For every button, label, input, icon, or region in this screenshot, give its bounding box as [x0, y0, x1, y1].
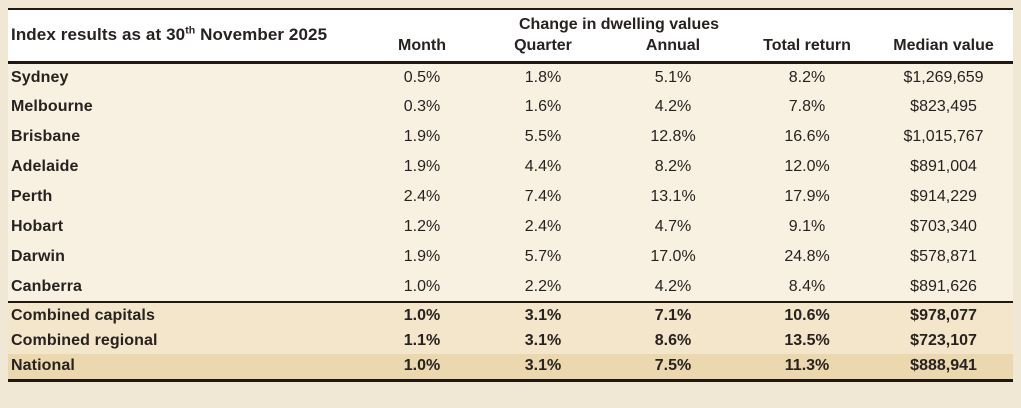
cell-quarter: 3.1% — [524, 332, 562, 349]
cell-label: National — [8, 354, 364, 382]
cell-quarter: 4.4% — [524, 158, 562, 175]
cell-median-value: $978,077 — [874, 301, 1014, 328]
cell-quarter: 5.5% — [524, 128, 562, 145]
column-header-annual: Annual — [606, 35, 740, 64]
cell-month: 1.9% — [403, 248, 441, 265]
table-title: Index results as at 30th November 2025 — [8, 8, 364, 64]
cell-month: 1.0% — [364, 301, 480, 328]
cell-total-return: 12.0% — [784, 158, 830, 175]
cell-month: 1.1% — [403, 332, 441, 349]
cell-label: Hobart — [11, 218, 64, 235]
table-row-sydney: Sydney 0.5% 1.8% 5.1% 8.2% $1,269,659 — [8, 62, 1014, 92]
cell-total-return: 10.6% — [740, 301, 875, 328]
cell-median-value: $891,626 — [910, 277, 977, 295]
cell-quarter: 5.7% — [524, 248, 562, 265]
dwelling-values-table: Index results as at 30th November 2025 C… — [8, 8, 1014, 382]
cell-quarter: 3.1% — [480, 354, 606, 382]
cell-annual: 7.1% — [606, 301, 740, 328]
column-header-row: Month Quarter Annual Total return Median… — [8, 35, 1014, 64]
table-row-brisbane: Brisbane 1.9% 5.5% 12.8% 16.6% $1,015,76… — [8, 122, 1014, 152]
summary-rows-section: Combined capitals 1.0% 3.1% 7.1% 10.6% $… — [8, 301, 1014, 382]
cell-month: 2.4% — [403, 188, 441, 205]
column-header-month: Month — [364, 35, 480, 64]
cell-median-value: $723,107 — [910, 332, 977, 349]
column-header-quarter: Quarter — [480, 35, 606, 64]
cell-month: 1.2% — [403, 218, 441, 235]
cell-label: Darwin — [11, 248, 65, 265]
cell-median-value: $703,340 — [910, 218, 977, 235]
cell-label: Melbourne — [11, 98, 93, 115]
cell-quarter: 2.2% — [524, 277, 562, 295]
cell-quarter: 2.4% — [524, 218, 562, 235]
cell-annual: 12.8% — [650, 128, 696, 145]
cell-annual: 4.2% — [654, 277, 692, 295]
table-row-canberra: Canberra 1.0% 2.2% 4.2% 8.4% $891,626 — [8, 272, 1014, 302]
cell-median-value: $888,941 — [874, 354, 1014, 382]
table-title-text-rest: November 2025 — [195, 25, 328, 45]
cell-annual: 5.1% — [654, 68, 692, 86]
cell-total-return: 8.4% — [788, 277, 826, 295]
table-row-darwin: Darwin 1.9% 5.7% 17.0% 24.8% $578,871 — [8, 242, 1014, 272]
group-header-row: Index results as at 30th November 2025 C… — [8, 8, 1014, 64]
column-header-total-return: Total return — [740, 35, 875, 64]
table-row-hobart: Hobart 1.2% 2.4% 4.7% 9.1% $703,340 — [8, 212, 1014, 242]
group-header-spacer — [874, 8, 1014, 35]
cell-month: 0.3% — [403, 98, 441, 115]
table-row-combined-capitals: Combined capitals 1.0% 3.1% 7.1% 10.6% $… — [8, 301, 1014, 328]
table-header: Index results as at 30th November 2025 C… — [8, 8, 1014, 64]
table-row-national: National 1.0% 3.1% 7.5% 11.3% $888,941 — [8, 354, 1014, 382]
cell-median-value: $1,269,659 — [903, 68, 984, 86]
cell-month: 1.0% — [364, 354, 480, 382]
cell-label: Combined regional — [11, 332, 158, 349]
cell-month: 1.9% — [403, 158, 441, 175]
cell-total-return: 16.6% — [784, 128, 830, 145]
cell-total-return: 7.8% — [788, 98, 826, 115]
cell-median-value: $891,004 — [910, 158, 977, 175]
cell-annual: 7.5% — [606, 354, 740, 382]
cell-median-value: $1,015,767 — [903, 128, 984, 145]
table-row-adelaide: Adelaide 1.9% 4.4% 8.2% 12.0% $891,004 — [8, 152, 1014, 182]
cell-annual: 8.6% — [654, 332, 692, 349]
cell-label: Canberra — [11, 277, 83, 295]
cell-month: 1.0% — [403, 277, 441, 295]
city-rows-section: Sydney 0.5% 1.8% 5.1% 8.2% $1,269,659 Me… — [8, 62, 1014, 302]
dwelling-values-table-wrap: Index results as at 30th November 2025 C… — [8, 8, 1014, 382]
cell-label: Combined capitals — [8, 301, 364, 328]
cell-annual: 4.7% — [654, 218, 692, 235]
cell-annual: 13.1% — [650, 188, 696, 205]
cell-median-value: $578,871 — [910, 248, 977, 265]
title-superscript: th — [185, 24, 196, 37]
cell-median-value: $914,229 — [910, 188, 977, 205]
cell-quarter: 1.8% — [524, 68, 562, 86]
cell-label: Adelaide — [11, 158, 79, 175]
cell-month: 0.5% — [403, 68, 441, 86]
cell-quarter: 3.1% — [480, 301, 606, 328]
group-header-change-in-dwelling-values: Change in dwelling values — [364, 8, 875, 35]
cell-total-return: 9.1% — [788, 218, 826, 235]
column-header-median-value: Median value — [874, 35, 1014, 64]
table-row-melbourne: Melbourne 0.3% 1.6% 4.2% 7.8% $823,495 — [8, 92, 1014, 122]
cell-label: Sydney — [11, 68, 69, 86]
table-title-text: Index results as at 30 — [11, 25, 186, 45]
table-row-perth: Perth 2.4% 7.4% 13.1% 17.9% $914,229 — [8, 182, 1014, 212]
cell-total-return: 8.2% — [788, 68, 826, 86]
cell-quarter: 1.6% — [524, 98, 562, 115]
cell-annual: 8.2% — [654, 158, 692, 175]
cell-total-return: 17.9% — [784, 188, 830, 205]
cell-total-return: 24.8% — [784, 248, 830, 265]
cell-label: Perth — [11, 188, 53, 205]
table-row-combined-regional: Combined regional 1.1% 3.1% 8.6% 13.5% $… — [8, 328, 1014, 354]
cell-annual: 4.2% — [654, 98, 692, 115]
cell-quarter: 7.4% — [524, 188, 562, 205]
cell-annual: 17.0% — [650, 248, 696, 265]
cell-median-value: $823,495 — [910, 98, 977, 115]
cell-month: 1.9% — [403, 128, 441, 145]
cell-label: Brisbane — [11, 128, 81, 145]
cell-total-return: 11.3% — [740, 354, 875, 382]
cell-total-return: 13.5% — [784, 332, 830, 349]
